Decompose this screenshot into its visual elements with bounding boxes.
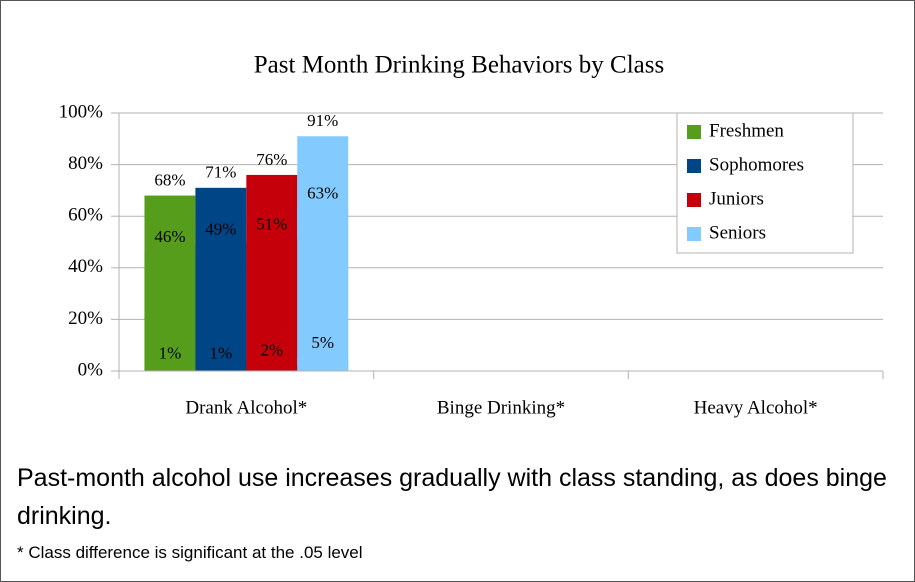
value-label: 1% <box>159 343 182 362</box>
bar <box>195 244 247 371</box>
value-label: 51% <box>256 214 287 233</box>
x-tick-label: Binge Drinking* <box>437 397 565 418</box>
value-label: 46% <box>154 227 185 246</box>
y-tick-label: 20% <box>68 308 103 329</box>
legend-label: Freshmen <box>709 120 784 141</box>
legend-swatch <box>687 159 701 173</box>
chart-title: Past Month Drinking Behaviors by Class <box>254 52 664 79</box>
value-label: 91% <box>307 111 338 130</box>
value-label: 1% <box>210 343 233 362</box>
y-tick-label: 60% <box>68 205 103 226</box>
bar <box>144 368 196 371</box>
legend-box <box>676 112 854 254</box>
caption: Past-month alcohol use increases gradual… <box>17 464 887 530</box>
legend-swatch <box>687 125 701 139</box>
bar <box>297 208 349 371</box>
legend-label: Sophomores <box>709 154 804 175</box>
legend-label: Juniors <box>709 188 764 209</box>
y-tick-label: 40% <box>68 256 103 277</box>
bar <box>195 368 247 371</box>
bar <box>297 358 349 371</box>
footnote: * Class difference is significant at the… <box>17 543 363 562</box>
bar <box>246 365 298 371</box>
value-label: 2% <box>260 341 283 360</box>
legend-swatch <box>687 193 701 207</box>
legend-swatch <box>687 227 701 241</box>
value-label: 68% <box>154 170 185 189</box>
y-tick-label: 0% <box>78 359 104 380</box>
x-tick-label: Heavy Alcohol* <box>694 397 818 418</box>
x-tick-label: Drank Alcohol* <box>185 397 307 418</box>
value-label: 71% <box>205 163 236 182</box>
legend-label: Seniors <box>709 222 766 243</box>
y-tick-label: 80% <box>68 153 103 174</box>
chart: Past Month Drinking Behaviors by Class 0… <box>59 52 884 418</box>
bar <box>246 239 298 371</box>
bar <box>144 252 196 371</box>
value-label: 63% <box>307 183 338 202</box>
y-tick-label: 100% <box>59 101 104 122</box>
value-label: 49% <box>205 219 236 238</box>
value-label: 5% <box>311 333 334 352</box>
value-label: 76% <box>256 150 287 169</box>
